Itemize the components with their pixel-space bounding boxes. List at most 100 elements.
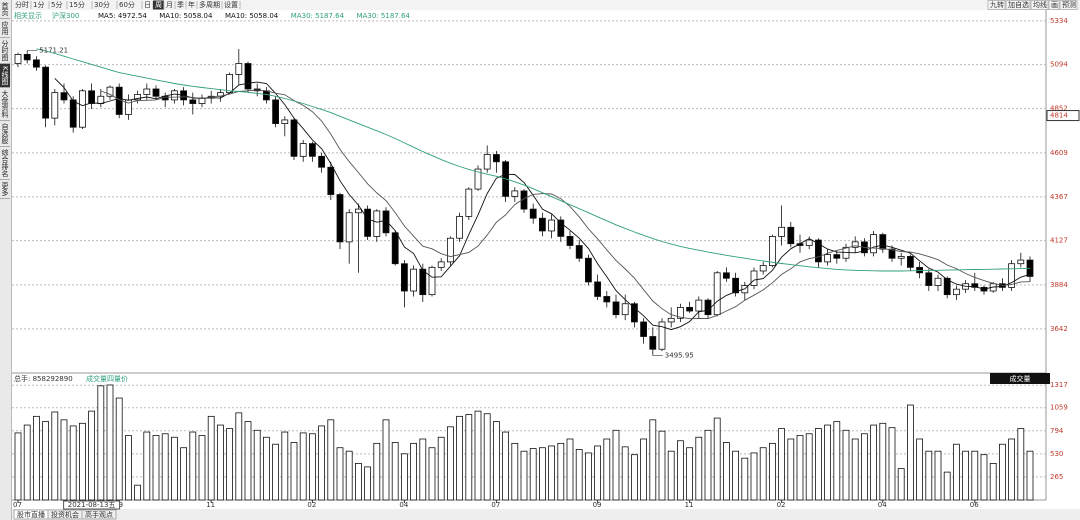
period-tab[interactable]: 1分 [33, 0, 44, 9]
x-tick-label: 02 [307, 501, 316, 509]
candle-body [612, 301, 620, 316]
candle-body [410, 268, 418, 292]
period-tab[interactable]: 周 [155, 1, 162, 9]
x-tick-label: 04 [399, 501, 408, 509]
volume-bar [778, 428, 785, 501]
candle-body [759, 265, 767, 272]
side-tab[interactable]: 大盘资料 [0, 88, 10, 121]
candle-body [69, 99, 77, 128]
volume-bar [354, 462, 362, 501]
volume-dropdown-label[interactable]: 成交量 [1010, 374, 1031, 383]
side-tab[interactable]: 自选股 [0, 121, 10, 147]
toolbar-bg [12, 0, 1080, 10]
toolbar-button[interactable]: 加自选 [1008, 0, 1029, 9]
side-tab[interactable]: 首页 [0, 0, 10, 19]
bottom-tab[interactable] [81, 509, 117, 520]
side-tab[interactable]: K线图 [0, 64, 10, 88]
candle-body [456, 215, 464, 239]
side-tab[interactable]: 分时图 [0, 38, 10, 64]
volume-bar [391, 442, 399, 501]
volume-bar [612, 429, 620, 501]
volume-bar [336, 447, 344, 501]
volume-bar [88, 410, 95, 501]
volume-bar [290, 442, 298, 501]
volume-bar [1026, 450, 1034, 501]
candle-body [732, 277, 739, 294]
candle-body [723, 272, 730, 279]
toolbar-button[interactable]: 九转 [990, 0, 1004, 9]
candle-body [364, 208, 372, 237]
volume-bar [308, 433, 316, 501]
volume-bar [382, 419, 390, 501]
ma-line [36, 48, 1031, 272]
volume-tick-label: 1059 [1050, 404, 1068, 412]
side-tab[interactable]: 更多 [0, 180, 10, 199]
volume-dropdown[interactable] [990, 373, 1050, 384]
volume-bar [934, 450, 942, 501]
volume-bar [943, 471, 951, 501]
ma-line [54, 78, 1031, 331]
volume-bar [437, 436, 445, 501]
candle-body [631, 303, 638, 323]
candle-body [833, 254, 841, 259]
volume-total: 总手: 858292890 [14, 374, 73, 383]
volume-bar [106, 384, 114, 501]
volume-bar [833, 421, 841, 501]
candle-body [143, 88, 151, 95]
volume-bar [971, 450, 979, 501]
period-tab[interactable]: 年 [188, 0, 195, 9]
volume-bar [465, 414, 473, 501]
volume-bar [502, 431, 510, 501]
period-tab[interactable]: 设置 [224, 0, 238, 9]
period-tab[interactable]: 60分 [119, 0, 135, 9]
toolbar-button[interactable]: 预测 [1062, 0, 1076, 9]
toolbar-button-frame [1030, 0, 1049, 10]
side-tab[interactable]: 应用 [0, 19, 10, 38]
bottom-tab-label[interactable]: 股市直播 [17, 510, 45, 519]
y-tick-label: 3884 [1050, 281, 1068, 289]
ma-legend: MA30: 5187.64 [291, 12, 345, 20]
y-tick-label: 4367 [1050, 193, 1068, 201]
volume-bar [907, 404, 914, 501]
volume-bar [97, 385, 105, 501]
candle-body [897, 256, 905, 259]
toolbar-button[interactable]: 均线 [1033, 0, 1047, 9]
toolbar-button[interactable]: 画 [1051, 1, 1058, 9]
candle-body [290, 119, 298, 157]
volume-bar [557, 442, 565, 501]
period-tab[interactable]: 15分 [69, 0, 85, 9]
side-tab[interactable]: 综合排名 [0, 147, 10, 180]
volume-bar [23, 424, 31, 501]
volume-bar [79, 422, 86, 501]
period-tab[interactable]: 多周期 [199, 0, 220, 9]
candle-body [42, 66, 49, 119]
period-tab[interactable]: 日 [144, 1, 151, 9]
candle-body [557, 219, 565, 237]
bottom-tab-label[interactable]: 高手观点 [85, 510, 113, 519]
candle-body [934, 277, 942, 286]
bottom-tab-label[interactable]: 投资机会 [51, 510, 79, 519]
period-tab[interactable]: 季 [177, 0, 184, 9]
price-marker-box [1046, 110, 1080, 122]
volume-bar [649, 419, 657, 501]
period-tab[interactable]: 分时 [15, 0, 29, 9]
ma-legend: MA10: 5058.04 [225, 12, 279, 20]
candle-body [428, 266, 436, 296]
volume-bar [566, 438, 574, 501]
volume-bar [879, 422, 887, 501]
candle-body [695, 299, 703, 312]
volume-bar [33, 415, 40, 501]
volume-bar [539, 447, 546, 501]
period-tab[interactable]: 5分 [51, 0, 62, 9]
candle-body [815, 239, 822, 263]
volume-bar [631, 454, 638, 501]
volume-bar [916, 438, 923, 501]
x-tick-label: 04 [878, 501, 887, 509]
period-tab[interactable]: 30分 [94, 0, 110, 9]
volume-bar [318, 425, 326, 501]
period-tab[interactable]: 月 [166, 1, 173, 9]
volume-bar [769, 442, 776, 501]
candle-body [640, 321, 647, 337]
